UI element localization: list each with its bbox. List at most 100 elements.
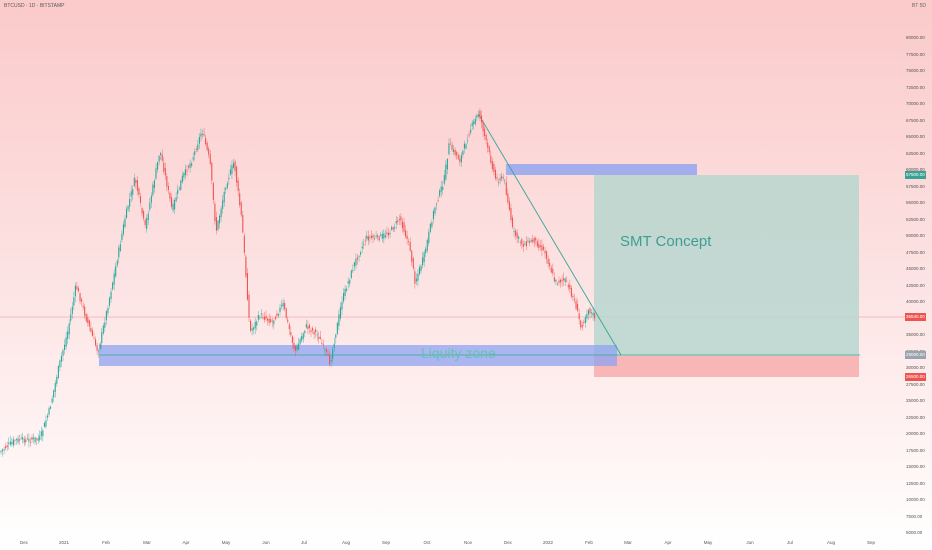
candle-body: [8, 443, 10, 444]
time-axis-label: Nov: [463, 540, 473, 545]
candle-body: [339, 307, 341, 319]
candle-body: [152, 184, 154, 195]
candle-body: [178, 187, 180, 189]
candle-body: [572, 295, 574, 298]
candle-body: [287, 319, 289, 322]
candle-body: [383, 233, 385, 239]
candle-body: [335, 334, 337, 338]
candle-body: [143, 211, 145, 219]
candle-body: [556, 283, 558, 285]
candle-body: [538, 243, 540, 249]
candle-body: [477, 114, 479, 117]
candle-body: [530, 240, 532, 242]
time-axis-label: Sep: [866, 540, 876, 545]
candle-body: [108, 297, 111, 306]
candle-body: [26, 438, 28, 440]
candle-body: [587, 310, 589, 315]
candle-body: [135, 180, 137, 183]
candle-body: [101, 332, 103, 343]
candle-body: [344, 288, 346, 296]
candle-body: [174, 200, 176, 210]
candle-body: [529, 241, 531, 243]
price-axis-label: 35000.00: [906, 332, 925, 337]
candle-body: [102, 325, 104, 334]
price-axis-label: 47500.00: [906, 249, 925, 255]
candle-body: [541, 245, 543, 251]
candle-body: [73, 297, 75, 306]
time-axis-label: Dec: [19, 540, 29, 545]
candle-body: [563, 278, 565, 281]
candle-body: [561, 279, 563, 281]
candle-body: [446, 159, 448, 170]
candle-body: [374, 238, 376, 240]
candle-body: [581, 325, 583, 328]
candle-body: [567, 284, 569, 288]
candle-body: [417, 273, 419, 281]
candle-body: [499, 178, 501, 181]
candle-body: [3, 449, 5, 451]
candle-body: [592, 312, 594, 316]
candle-body: [219, 215, 221, 224]
smt-concept-label: SMT Concept: [620, 233, 712, 250]
candle-body: [546, 251, 548, 259]
candle-body: [177, 189, 179, 194]
candle-body: [150, 195, 152, 203]
candle-body: [265, 315, 267, 319]
candle-body: [167, 186, 169, 190]
candle-body: [403, 222, 405, 232]
price-axis-label: 40000.00: [906, 299, 925, 304]
candle-body: [251, 328, 253, 331]
candle-body: [474, 118, 476, 124]
time-axis-label: Feb: [102, 540, 110, 545]
price-axis-label: 45000.00: [906, 266, 925, 271]
candle-body: [62, 350, 64, 356]
candle-body: [42, 430, 44, 437]
candle-body: [429, 223, 431, 232]
candle-body: [366, 235, 368, 239]
candle-body: [471, 123, 473, 127]
candle-body: [338, 314, 340, 326]
candle-body: [423, 252, 425, 262]
candle-body: [116, 260, 118, 266]
settings-corner-label[interactable]: BT 5D: [911, 3, 926, 9]
candle-body: [155, 168, 157, 179]
candle-body: [378, 236, 380, 241]
time-axis-label: Oct: [423, 540, 431, 545]
candle-body: [505, 182, 507, 195]
candle-body: [437, 200, 439, 202]
candle-body: [260, 313, 262, 315]
candle-body: [9, 441, 11, 445]
candle-body: [364, 240, 366, 242]
candle-body: [552, 268, 554, 274]
candle-body: [208, 148, 210, 155]
candle-body: [203, 133, 205, 136]
candle-body: [76, 286, 78, 290]
candle-body: [129, 199, 131, 207]
candle-body: [99, 343, 101, 349]
candle-body: [237, 180, 239, 191]
candle-body: [225, 188, 227, 190]
candle-body: [324, 349, 326, 351]
candle-body: [263, 316, 266, 320]
price-axis-label: 67500.00: [906, 117, 925, 123]
candle-body: [172, 203, 174, 211]
candle-body: [316, 334, 318, 336]
candle-body: [59, 360, 61, 368]
candle-body: [212, 183, 214, 201]
symbol-header: BTCUSD · 1D · BITSTAMP: [4, 3, 65, 9]
candle-body: [494, 169, 496, 179]
price-axis-label: 22500.00: [906, 414, 925, 420]
candle-body: [11, 442, 13, 444]
candle-body: [508, 201, 510, 210]
candle-body: [298, 343, 300, 350]
price-axis-label: 20000.00: [906, 431, 925, 436]
candle-body: [158, 156, 160, 162]
price-axis-label: 70000.00: [906, 101, 925, 106]
trend-line: [478, 114, 622, 356]
candle-body: [496, 177, 498, 179]
candle-body: [262, 317, 264, 319]
candle-body: [459, 158, 461, 162]
candle-body: [313, 331, 315, 335]
